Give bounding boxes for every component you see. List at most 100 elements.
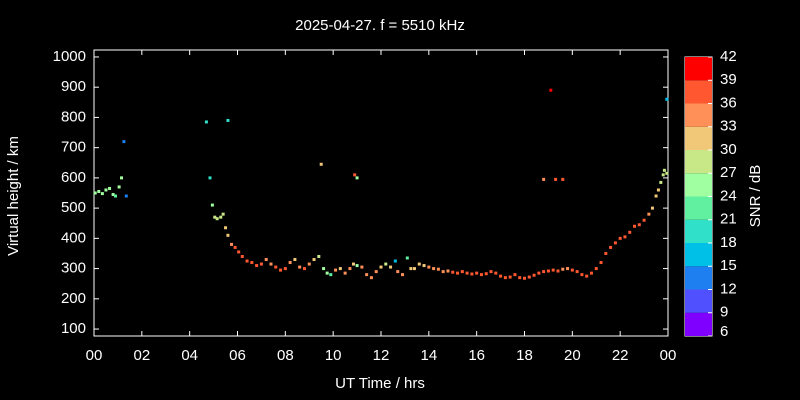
data-point bbox=[250, 261, 254, 265]
colorbar-band bbox=[685, 126, 712, 150]
data-point bbox=[351, 262, 355, 266]
data-point bbox=[264, 258, 268, 262]
data-point bbox=[628, 230, 632, 234]
data-point bbox=[661, 173, 665, 177]
colorbar-tick-label: 24 bbox=[720, 187, 737, 204]
data-point bbox=[233, 245, 237, 249]
y-axis-label: Virtual height / km bbox=[5, 136, 22, 256]
data-point bbox=[117, 185, 121, 189]
data-point bbox=[122, 140, 126, 144]
data-point bbox=[542, 270, 546, 274]
data-point bbox=[623, 235, 627, 239]
data-point bbox=[609, 245, 613, 249]
data-point bbox=[237, 250, 241, 254]
x-tick-label: 08 bbox=[277, 347, 294, 364]
y-tick-label: 200 bbox=[61, 290, 86, 307]
data-point bbox=[213, 215, 217, 219]
data-point bbox=[659, 180, 663, 184]
data-point bbox=[319, 162, 323, 166]
data-point bbox=[654, 194, 658, 198]
data-point bbox=[360, 265, 364, 269]
data-point bbox=[224, 226, 228, 230]
data-point bbox=[338, 267, 342, 271]
data-point bbox=[470, 272, 474, 276]
data-point bbox=[111, 193, 115, 197]
data-point bbox=[532, 273, 536, 277]
data-point bbox=[221, 212, 225, 216]
data-point bbox=[436, 267, 440, 271]
x-tick-label: 20 bbox=[564, 347, 581, 364]
x-tick-label: 04 bbox=[181, 347, 198, 364]
colorbar-tick-label: 15 bbox=[720, 257, 737, 274]
data-point bbox=[208, 176, 212, 180]
data-point bbox=[456, 271, 460, 275]
x-tick-label: 10 bbox=[325, 347, 342, 364]
colorbar-band bbox=[685, 57, 712, 81]
data-point bbox=[307, 262, 311, 266]
data-point bbox=[219, 215, 223, 219]
colorbar-tick-label: 36 bbox=[720, 94, 737, 111]
data-point bbox=[527, 275, 531, 279]
data-point bbox=[580, 273, 584, 277]
data-point bbox=[465, 271, 469, 275]
data-point bbox=[665, 171, 669, 175]
colorbar-tick-label: 21 bbox=[720, 211, 737, 228]
y-tick-label: 100 bbox=[61, 320, 86, 337]
data-point bbox=[475, 271, 479, 275]
data-point bbox=[226, 233, 230, 237]
data-point bbox=[389, 265, 393, 269]
x-tick-label: 00 bbox=[86, 347, 103, 364]
data-point bbox=[554, 177, 558, 181]
data-point bbox=[412, 267, 416, 271]
x-tick-label: 14 bbox=[420, 347, 437, 364]
data-point bbox=[409, 267, 413, 271]
chart-title: 2025-04-27. f = 5510 kHz bbox=[295, 17, 465, 34]
data-point bbox=[542, 177, 546, 181]
data-point bbox=[302, 267, 306, 271]
data-point bbox=[441, 270, 445, 274]
data-point bbox=[396, 270, 400, 274]
data-point bbox=[451, 270, 455, 274]
x-tick-label: 12 bbox=[373, 347, 390, 364]
data-point bbox=[365, 273, 369, 277]
data-point bbox=[484, 272, 488, 276]
colorbar-band bbox=[685, 173, 712, 197]
data-point bbox=[343, 271, 347, 275]
colorbar-tick-label: 30 bbox=[720, 141, 737, 158]
data-point bbox=[355, 176, 359, 180]
data-point bbox=[204, 120, 208, 124]
data-point bbox=[379, 265, 383, 269]
data-point bbox=[283, 267, 287, 271]
y-tick-label: 1000 bbox=[53, 48, 86, 65]
data-point bbox=[503, 276, 507, 280]
data-point bbox=[245, 259, 249, 263]
data-point bbox=[566, 267, 570, 271]
colorbar-band bbox=[685, 150, 712, 174]
data-point bbox=[446, 269, 450, 273]
data-point bbox=[665, 97, 669, 101]
data-point bbox=[374, 270, 378, 274]
data-point bbox=[259, 262, 263, 266]
data-point bbox=[215, 217, 219, 221]
data-point bbox=[633, 224, 637, 228]
data-point bbox=[210, 203, 214, 207]
x-tick-label: 18 bbox=[516, 347, 533, 364]
data-point bbox=[561, 177, 565, 181]
data-point bbox=[537, 271, 541, 275]
colorbar-label: SNR / dB bbox=[747, 165, 764, 228]
colorbar-tick-label: 18 bbox=[720, 234, 737, 251]
data-point bbox=[325, 271, 329, 275]
colorbar-band bbox=[685, 219, 712, 243]
x-tick-label: 02 bbox=[133, 347, 150, 364]
data-point bbox=[384, 262, 388, 266]
data-point bbox=[650, 206, 654, 210]
data-point bbox=[575, 270, 579, 274]
data-point bbox=[293, 258, 297, 262]
data-point bbox=[561, 267, 565, 271]
data-point bbox=[549, 88, 553, 92]
data-point bbox=[348, 267, 352, 271]
data-point bbox=[355, 264, 359, 268]
colorbar-tick-label: 27 bbox=[720, 164, 737, 181]
